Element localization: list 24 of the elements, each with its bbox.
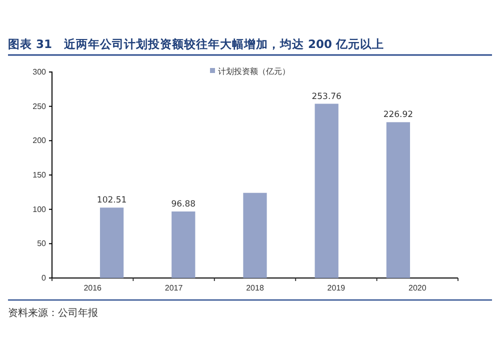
data-label: 96.88 — [171, 199, 196, 210]
y-tick-label: 250 — [32, 102, 47, 111]
y-tick-label: 200 — [32, 136, 47, 146]
y-tick-label: 0 — [42, 274, 47, 283]
y-tick-label: 100 — [32, 204, 47, 214]
data-label: 253.76 — [312, 92, 342, 102]
x-tick-label: 2017 — [164, 284, 184, 293]
bar — [314, 104, 338, 278]
y-tick-label: 50 — [37, 239, 47, 248]
bar — [100, 208, 124, 278]
x-tick-label: 2016 — [84, 284, 102, 293]
y-tick-label: 150 — [32, 170, 47, 180]
text: 资料来源：公司年报 — [8, 307, 98, 319]
chart-title: 图表 31 近两年公司计划投资额较往年大幅增加，均达 200 亿元以上 — [8, 37, 384, 51]
bar — [386, 122, 410, 278]
x-tick-label: 2019 — [327, 284, 346, 293]
data-label: 102.51 — [96, 196, 127, 206]
legend-label: 计划投资额（亿元） — [218, 67, 290, 76]
x-tick-label: 2018 — [246, 284, 264, 293]
bar — [243, 192, 267, 278]
bar — [172, 211, 196, 278]
data-label: 226.92 — [383, 110, 414, 120]
y-tick-label: 300 — [32, 68, 47, 77]
x-tick-label: 2020 — [408, 284, 427, 293]
